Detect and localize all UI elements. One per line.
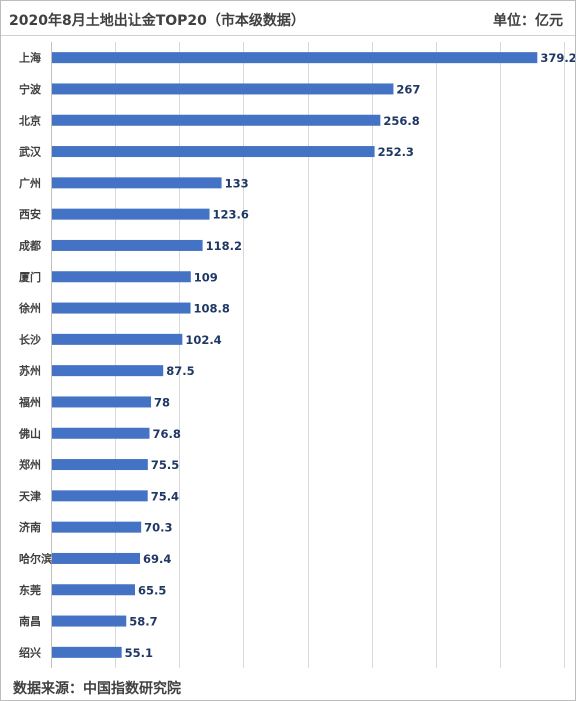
category-label: 南昌 xyxy=(19,614,41,628)
bar-chart: 上海 379.2 宁波 267 北京 256.8 武汉 252.3 广州 133 西安 123.6 成都… xyxy=(18,42,575,668)
data-label: 267 xyxy=(396,82,420,96)
bar xyxy=(52,146,375,158)
bar xyxy=(52,239,203,251)
data-label: 118.2 xyxy=(206,239,242,253)
bar xyxy=(52,521,142,533)
category-label: 厦门 xyxy=(19,270,41,284)
bar xyxy=(52,333,183,345)
data-label: 123.6 xyxy=(213,208,249,222)
bar xyxy=(52,615,127,627)
data-label: 102.4 xyxy=(185,333,221,347)
category-label: 佛山 xyxy=(18,426,41,440)
category-label: 哈尔滨 xyxy=(19,551,52,565)
category-label: 西安 xyxy=(19,207,41,221)
unit-label: 单位：亿元 xyxy=(493,13,563,29)
category-label: 长沙 xyxy=(19,332,41,346)
bar xyxy=(52,208,210,220)
title-row: 2020年8月土地出让金TOP20（市本级数据） 单位：亿元 xyxy=(1,1,575,36)
category-label: 广州 xyxy=(19,176,41,190)
category-label: 苏州 xyxy=(19,364,41,378)
data-label: 69.4 xyxy=(143,552,171,566)
bar xyxy=(52,396,152,408)
data-label: 256.8 xyxy=(383,114,419,128)
source-note: 数据来源：中国指数研究院 xyxy=(13,681,181,697)
data-label: 70.3 xyxy=(144,521,172,535)
bar xyxy=(52,302,191,314)
data-label: 379.2 xyxy=(540,51,575,65)
data-label: 109 xyxy=(194,270,218,284)
bar xyxy=(52,646,122,658)
data-label: 58.7 xyxy=(129,615,157,629)
category-label: 徐州 xyxy=(18,301,41,315)
data-label: 252.3 xyxy=(378,145,414,159)
plot-area: 上海 379.2 宁波 267 北京 256.8 武汉 252.3 广州 133 西安 123.6 成都… xyxy=(1,36,575,672)
bar xyxy=(52,427,150,439)
data-label: 133 xyxy=(225,176,249,190)
category-label: 济南 xyxy=(19,520,41,534)
data-label: 75.4 xyxy=(151,489,179,503)
bar xyxy=(52,52,538,64)
category-label: 福州 xyxy=(18,395,41,409)
chart-title: 2020年8月土地出让金TOP20（市本级数据） xyxy=(9,13,305,29)
bar xyxy=(52,177,222,189)
data-label: 87.5 xyxy=(166,364,194,378)
data-label: 55.1 xyxy=(125,646,153,660)
bar xyxy=(52,584,136,596)
bar xyxy=(52,552,141,564)
category-label: 天津 xyxy=(19,489,41,503)
data-label: 108.8 xyxy=(194,302,230,316)
category-label: 北京 xyxy=(19,113,41,127)
category-label: 上海 xyxy=(19,51,41,65)
category-label: 宁波 xyxy=(19,82,42,96)
category-label: 东莞 xyxy=(19,583,41,597)
category-label: 成都 xyxy=(19,238,41,252)
category-label: 武汉 xyxy=(19,145,42,159)
bar xyxy=(52,271,191,283)
data-label: 78 xyxy=(154,395,170,409)
data-label: 75.5 xyxy=(151,458,179,472)
category-label: 郑州 xyxy=(19,458,41,472)
bar xyxy=(52,459,148,471)
bar xyxy=(52,83,394,95)
data-label: 76.8 xyxy=(152,427,180,441)
data-label: 65.5 xyxy=(138,583,166,597)
bar xyxy=(52,490,148,502)
category-label: 绍兴 xyxy=(19,645,41,659)
bar xyxy=(52,114,381,126)
bar xyxy=(52,365,164,377)
